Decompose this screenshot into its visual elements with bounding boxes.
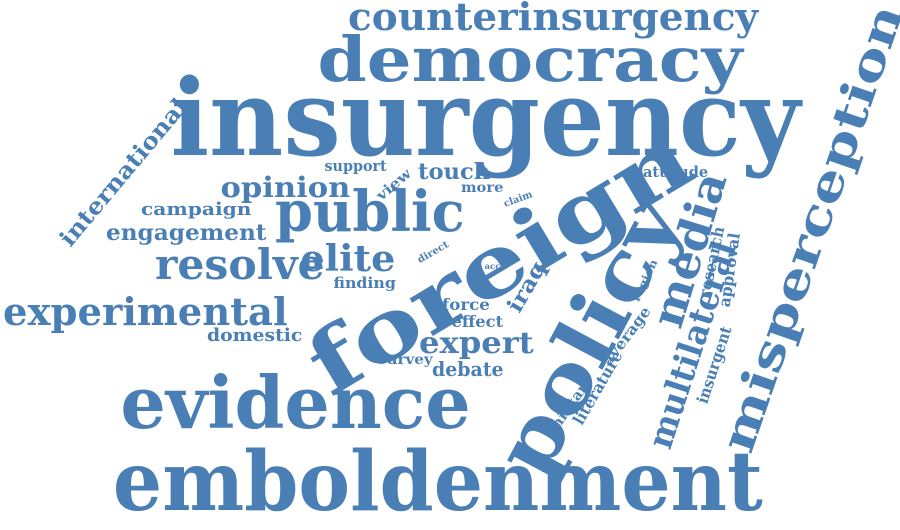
word-counterinsurgency: counterinsurgency bbox=[347, 0, 759, 39]
word-emboldenment: emboldenment bbox=[112, 434, 763, 530]
word-finding: finding bbox=[332, 273, 396, 292]
word-force: force bbox=[442, 295, 490, 314]
word-attitude: attitude bbox=[642, 162, 708, 181]
word-debate: debate bbox=[432, 357, 504, 381]
word-evidence: evidence bbox=[119, 360, 471, 445]
word-domestic: domestic bbox=[206, 325, 302, 346]
word-touch: touch bbox=[417, 159, 491, 185]
word-effect: effect bbox=[450, 312, 503, 331]
word-campaign: campaign bbox=[140, 199, 252, 220]
word-acc: acc bbox=[483, 261, 500, 271]
word-more: more bbox=[460, 180, 504, 196]
word-public: public bbox=[275, 179, 465, 245]
word-survey: survey bbox=[377, 352, 433, 368]
word-opinion: opinion bbox=[220, 171, 350, 204]
word-expert: expert bbox=[418, 326, 534, 361]
word-resolve: resolve bbox=[154, 240, 325, 289]
word-elite: elite bbox=[300, 238, 396, 280]
word-insurgency: insurgency bbox=[169, 55, 800, 180]
word-support: support bbox=[323, 156, 387, 175]
word-experimental: experimental bbox=[2, 289, 288, 334]
word-democracy: democracy bbox=[317, 23, 743, 96]
word-engagement: engagement bbox=[105, 220, 267, 246]
